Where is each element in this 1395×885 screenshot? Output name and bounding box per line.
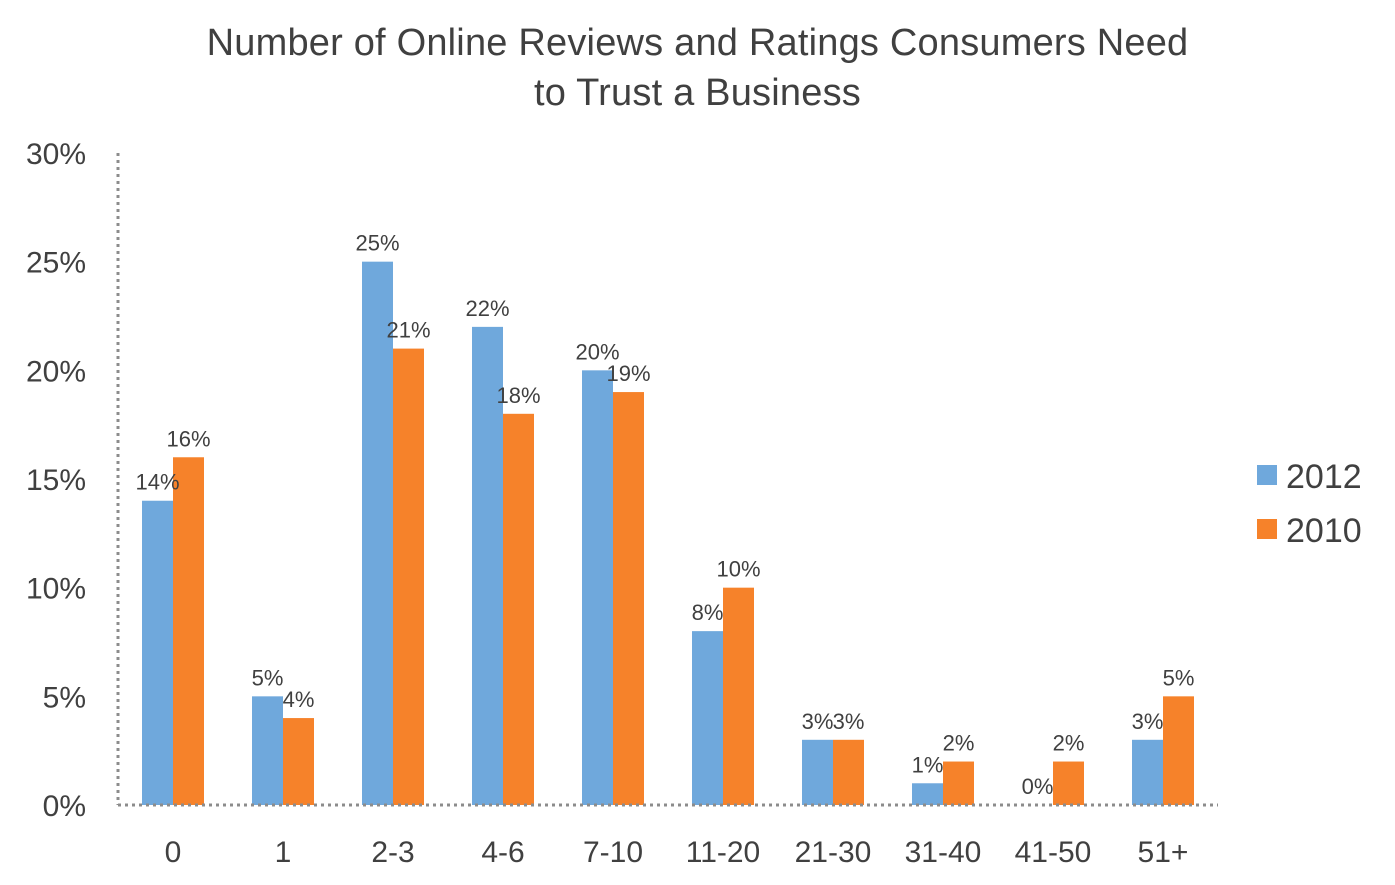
x-tick-label: 51+ (1138, 836, 1189, 869)
data-label-2012-0: 14% (135, 470, 179, 495)
data-label-2012-2-3: 25% (355, 231, 399, 256)
bar-2010-11-20 (723, 587, 754, 805)
data-label-2010-7-10: 19% (606, 361, 650, 386)
x-tick-label: 11-20 (686, 836, 761, 869)
x-tick-label: 31-40 (905, 836, 982, 869)
chart-title-line-1: Number of Online Reviews and Ratings Con… (206, 22, 1189, 64)
bar-2012-31-40 (912, 783, 943, 805)
legend-swatch-2012 (1257, 465, 1277, 485)
bars-layer (142, 261, 1194, 806)
y-tick-label: 25% (26, 247, 86, 280)
data-label-2012-1: 5% (252, 665, 284, 690)
data-label-2012-21-30: 3% (802, 709, 834, 734)
legend-swatch-2010 (1257, 519, 1277, 539)
data-label-2012-7-10: 20% (575, 339, 619, 364)
chart-title-line-2: to Trust a Business (534, 72, 861, 114)
legend-label-2010: 2010 (1286, 512, 1362, 550)
data-label-2010-2-3: 21% (386, 318, 430, 343)
data-label-2010-11-20: 10% (716, 557, 760, 582)
data-label-2010-31-40: 2% (943, 731, 975, 756)
bar-2012-21-30 (802, 739, 833, 805)
data-label-2010-1: 4% (283, 687, 315, 712)
data-label-2012-41-50: 0% (1022, 774, 1054, 799)
bar-2012-7-10 (582, 370, 613, 805)
y-tick-label: 5% (43, 681, 86, 714)
data-label-2012-11-20: 8% (692, 600, 724, 625)
data-label-2012-51+: 3% (1132, 709, 1164, 734)
x-tick-label: 0 (165, 836, 182, 869)
bar-2010-41-50 (1053, 761, 1084, 805)
x-tick-label: 2-3 (371, 836, 414, 869)
bar-2010-2-3 (393, 348, 424, 805)
bar-2010-4-6 (503, 413, 534, 805)
bar-2010-51+ (1163, 696, 1194, 805)
bar-2012-2-3 (362, 261, 393, 806)
y-tick-label: 0% (43, 790, 86, 823)
data-label-2010-51+: 5% (1163, 665, 1195, 690)
data-label-2010-0: 16% (166, 426, 210, 451)
bar-2012-4-6 (472, 326, 503, 805)
bar-2012-0 (142, 500, 173, 805)
x-tick-labels: 0 1 2-3 4-6 7-10 11-20 21-30 31-40 41-50 51+ (165, 836, 1189, 869)
bar-2010-0 (173, 457, 204, 805)
chart-title: Number of Online Reviews and Ratings Con… (0, 18, 1395, 118)
y-tick-label: 15% (26, 464, 86, 497)
x-tick-label: 21-30 (795, 836, 872, 869)
x-tick-label: 1 (275, 836, 292, 869)
data-labels: 14% 5% 25% 22% 20% 8% 3% 1% 0% 3% 16% 4% 21% 18% 19% 10… (135, 231, 1194, 799)
bar-2012-11-20 (692, 631, 723, 805)
bar-2012-51+ (1132, 739, 1163, 805)
y-tick-label: 10% (26, 573, 86, 606)
y-tick-label: 30% (26, 138, 86, 171)
data-label-2010-41-50: 2% (1053, 731, 1085, 756)
data-label-2010-21-30: 3% (833, 709, 865, 734)
y-tick-label: 20% (26, 355, 86, 388)
bar-2012-1 (252, 696, 283, 805)
data-label-2010-4-6: 18% (496, 383, 540, 408)
x-tick-label: 4-6 (481, 836, 524, 869)
bar-2010-31-40 (943, 761, 974, 805)
data-label-2012-31-40: 1% (912, 752, 944, 777)
bar-2010-7-10 (613, 392, 644, 805)
legend-label-2012: 2012 (1286, 458, 1362, 496)
bar-2010-21-30 (833, 739, 864, 805)
bar-2010-1 (283, 718, 314, 805)
y-tick-labels: 0% 5% 10% 15% 20% 25% 30% (26, 138, 86, 823)
x-tick-label: 41-50 (1015, 836, 1092, 869)
legend: 2012 2010 (1257, 458, 1362, 550)
axes-layer (116, 153, 1218, 807)
x-tick-label: 7-10 (583, 836, 643, 869)
data-label-2012-4-6: 22% (465, 296, 509, 321)
